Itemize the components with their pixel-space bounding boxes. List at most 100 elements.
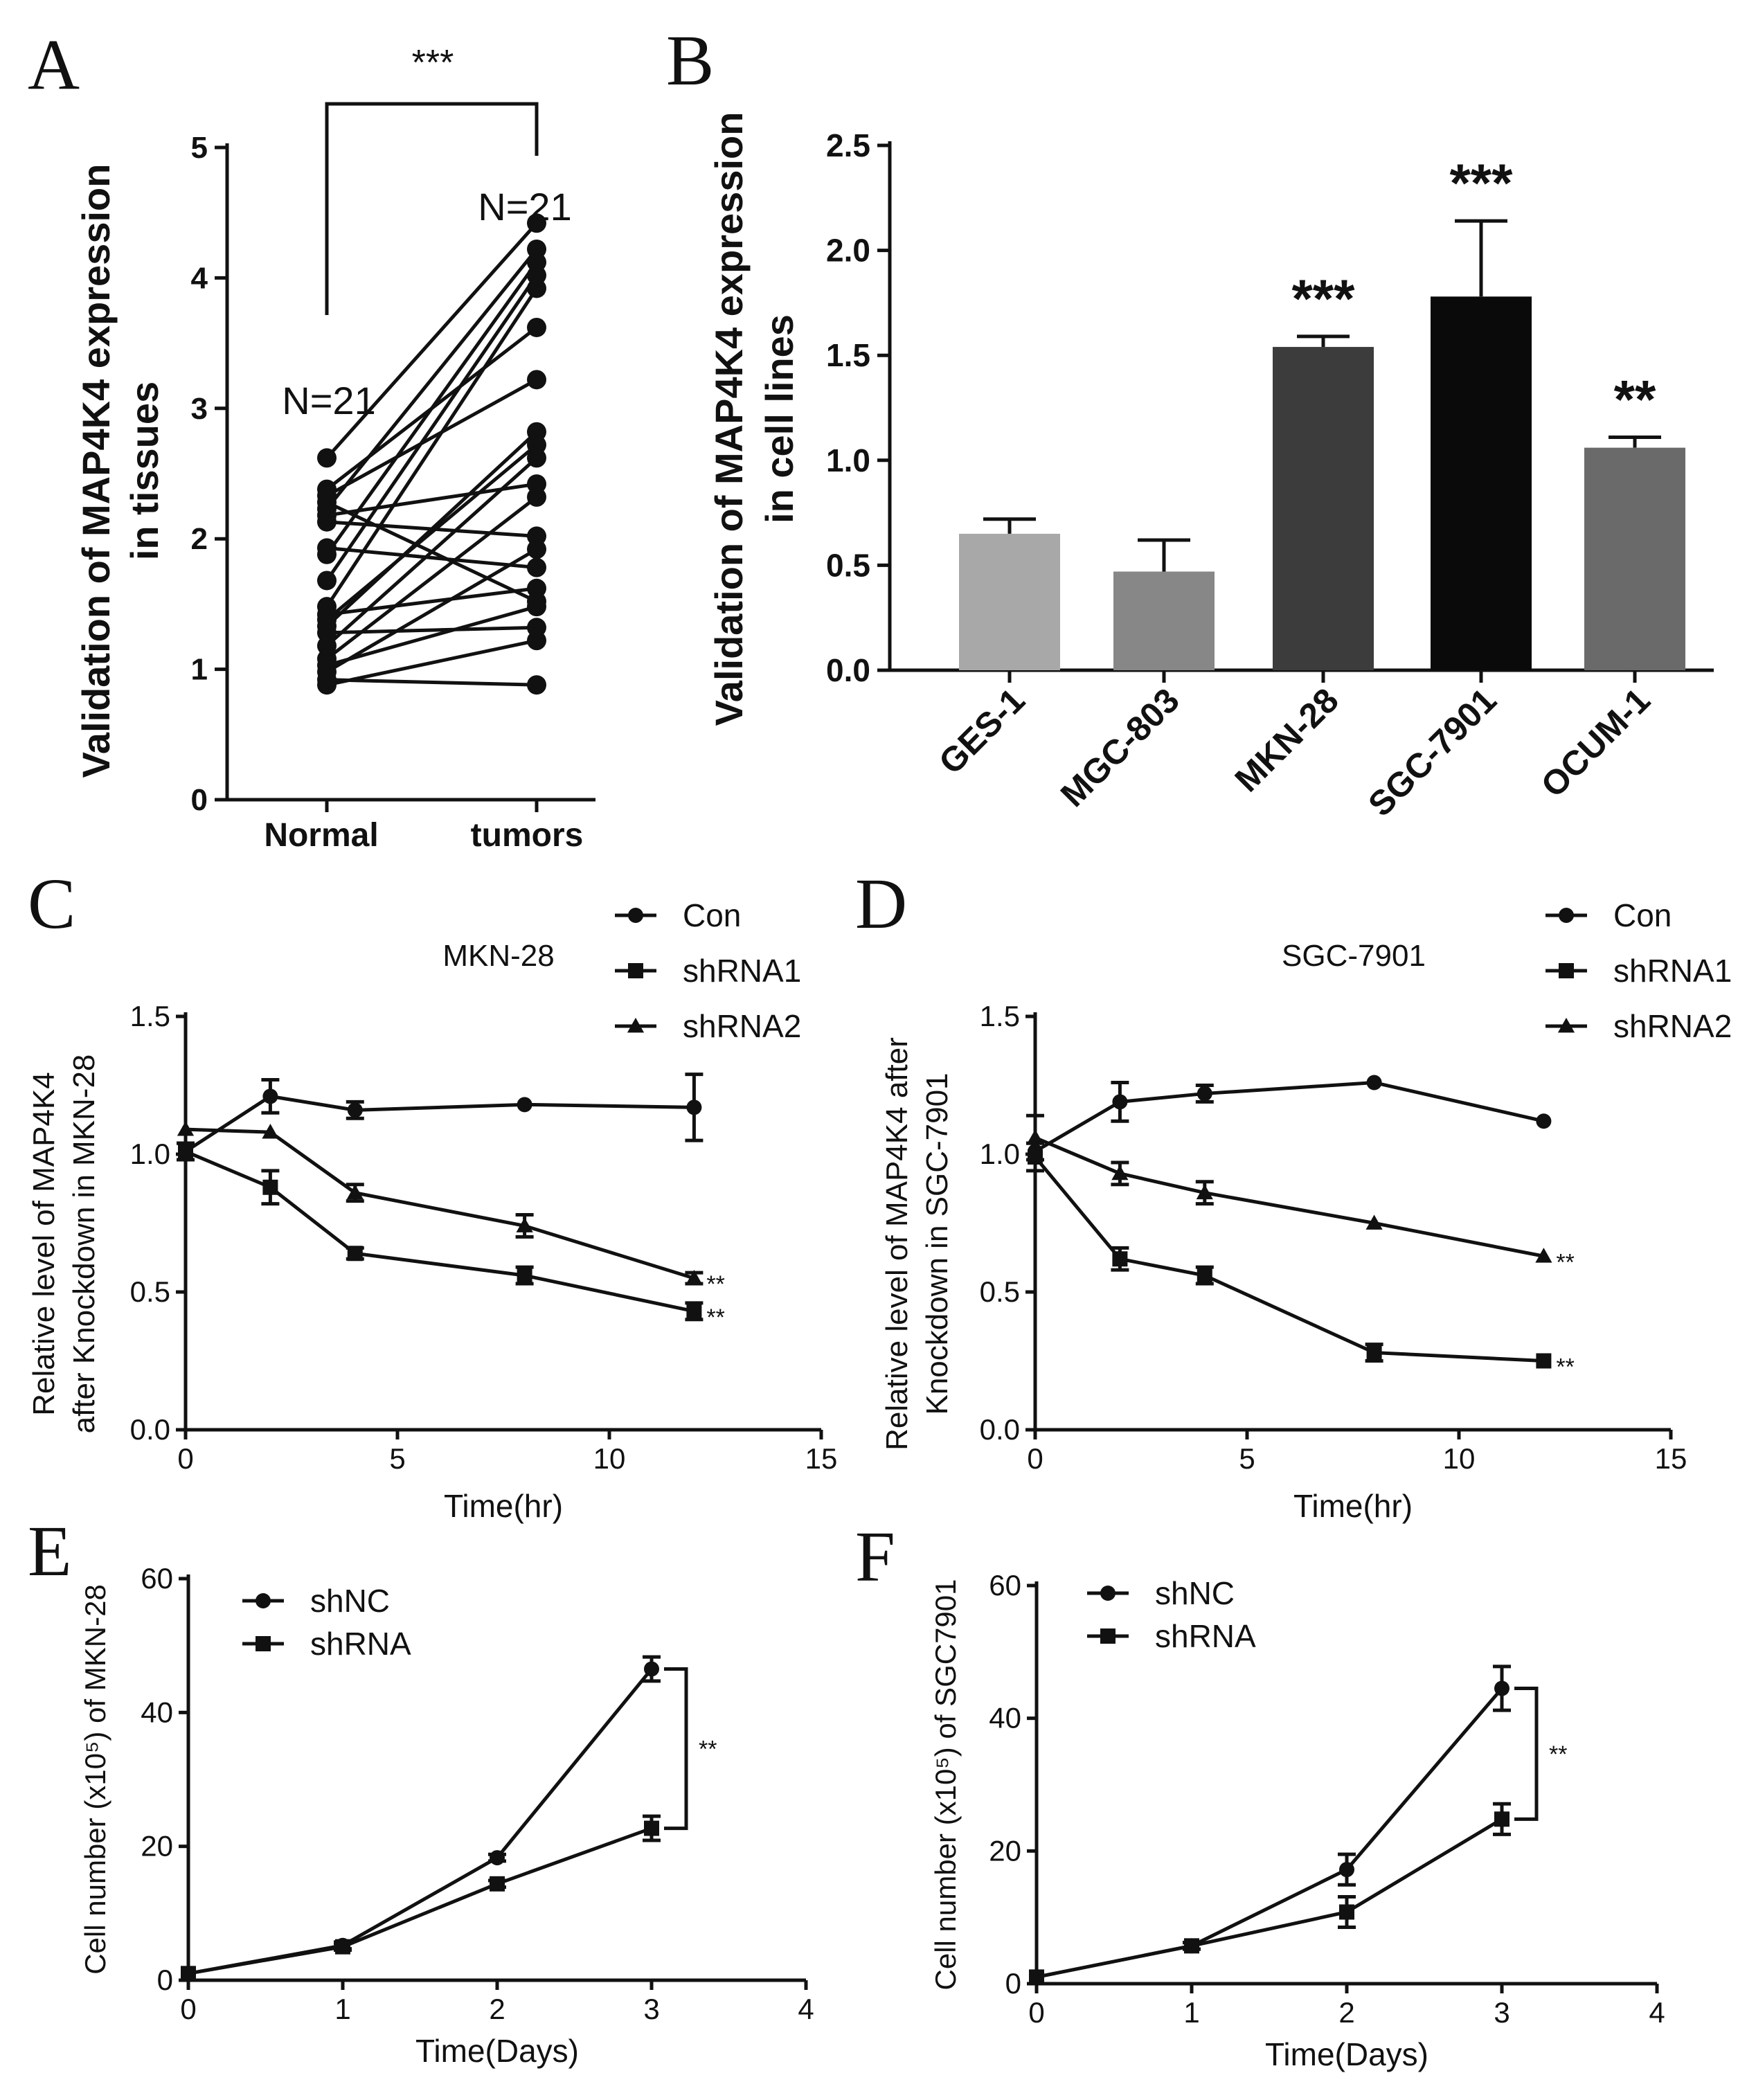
x-tick-label: 10 (1443, 1442, 1476, 1475)
x-tick-label: 4 (1649, 1996, 1665, 2029)
tumor-point (527, 526, 546, 546)
normal-point (317, 479, 337, 499)
point-con (347, 1102, 363, 1118)
significance-label: ** (1556, 1354, 1574, 1381)
y-axis-label: Cell number (x10⁵) of MKN-28 (79, 1584, 111, 1975)
legend-marker-shnc (1100, 1586, 1116, 1601)
legend-label-shnc: shNC (310, 1583, 390, 1619)
y-tick-label: 60 (989, 1569, 1021, 1601)
panel-a: A 0 1 2 3 4 5 Normal tumors Validation of MAP4K4 … (28, 25, 595, 854)
point-con (262, 1088, 278, 1104)
y-tick-label: 20 (141, 1830, 173, 1863)
y-tick-label: 0.0 (980, 1413, 1020, 1446)
x-axis-label: Time(Days) (1265, 2036, 1428, 2072)
panel-label: A (28, 25, 80, 105)
point-shrna2 (262, 1124, 279, 1139)
y-tick-label: 1.5 (130, 1000, 170, 1032)
x-tick-label: 2 (489, 1993, 505, 2025)
legend-marker-shrna1 (1559, 963, 1574, 978)
y-axis-label: Validation of MAP4K4 expression (707, 112, 751, 726)
y-tick-label: 0 (1005, 1967, 1021, 2000)
x-tick-label: GES-1 (931, 681, 1032, 782)
panel-b: B Validation of MAP4K4 expression in cell … (666, 21, 1714, 824)
subtitle: SGC-7901 (1282, 939, 1426, 973)
x-tick-label: MKN-28 (1228, 681, 1346, 799)
panel-label: D (855, 864, 907, 944)
paired-line (326, 546, 537, 570)
legend-label-shrna1: shRNA1 (1613, 953, 1732, 989)
bar-mkn-28 (1273, 347, 1374, 670)
x-tick-label: 5 (1239, 1442, 1255, 1475)
bar-mgc-803 (1113, 571, 1215, 670)
bar-ges-1 (959, 533, 1060, 670)
significance-label: ** (706, 1304, 724, 1331)
bar-ocum-1 (1584, 447, 1685, 670)
point-shnc (490, 1850, 505, 1866)
significance-label: ** (706, 1271, 724, 1298)
tumor-point (527, 557, 546, 577)
paired-line (325, 222, 538, 460)
point-shrna1 (1536, 1353, 1552, 1369)
point-shrna2 (1196, 1184, 1213, 1200)
y-tick-label: 40 (989, 1702, 1021, 1734)
y-tick-label: 1.0 (130, 1138, 170, 1170)
point-shrna1 (1366, 1345, 1382, 1361)
tumor-point (527, 474, 546, 494)
legend-label-shrna1: shRNA1 (683, 953, 801, 989)
legend-label-shrna: shRNA (310, 1626, 411, 1662)
x-tick-label: SGC-7901 (1361, 681, 1504, 824)
x-tick-label: 4 (798, 1993, 814, 2025)
x-tick-label: 0 (177, 1442, 193, 1475)
significance-label: ** (699, 1736, 717, 1763)
x-tick-label: 0 (1027, 1442, 1043, 1475)
x-tick-label: 3 (1494, 1996, 1509, 2029)
point-shrna (1339, 1904, 1354, 1920)
y-tick-label: 2 (191, 522, 208, 556)
point-con (517, 1097, 532, 1113)
legend-label-shnc: shNC (1155, 1575, 1235, 1611)
significance-label: ** (1556, 1249, 1574, 1275)
x-tick-label: 15 (805, 1442, 838, 1475)
legend-marker-shrna (256, 1636, 271, 1651)
significance-label: *** (1291, 268, 1355, 329)
paired-line (325, 326, 538, 491)
y-tick-label: 0.5 (980, 1275, 1020, 1308)
series-line-shrna1 (185, 1149, 695, 1313)
n-label-tumors: N=21 (478, 185, 571, 228)
subtitle: MKN-28 (442, 939, 554, 973)
y-axis-label: after Knockdown in MKN-28 (67, 1055, 101, 1434)
point-shnc (1339, 1862, 1354, 1878)
point-con (1536, 1113, 1552, 1129)
y-axis-label: Knockdown in SGC-7901 (920, 1073, 954, 1415)
x-tick-label: 2 (1338, 1996, 1354, 2029)
paired-line (326, 520, 537, 538)
y-tick-label: 2.0 (826, 233, 870, 269)
point-shnc (1494, 1680, 1509, 1696)
y-axis-label: Relative level of MAP4K4 after (880, 1037, 914, 1451)
point-shrna (335, 1939, 350, 1955)
point-shnc (644, 1661, 659, 1677)
point-shrna2 (346, 1184, 364, 1200)
series-line-shrna (1036, 1818, 1503, 1979)
point-shrna1 (1197, 1268, 1212, 1284)
panel-e: E 0 20 40 60 0 1 2 3 4 Time(Days) Cell number (x10⁵… (28, 1511, 814, 2069)
point-shrna2 (516, 1217, 533, 1232)
point-shrna2 (1365, 1214, 1383, 1230)
significance-bracket (325, 102, 539, 315)
panel-label: F (855, 1517, 895, 1597)
y-axis-label: in cell lines (758, 314, 801, 523)
point-shrna (490, 1876, 505, 1892)
tumor-point (527, 239, 546, 259)
tumor-point (527, 675, 546, 695)
significance-label: *** (1449, 152, 1513, 213)
y-tick-label: 1 (191, 653, 208, 687)
y-axis-label: in tissues (123, 382, 166, 560)
significance-label: *** (412, 43, 454, 83)
y-axis-label: Cell number (x10⁵) of SGC7901 (929, 1579, 962, 1990)
x-tick-label: MGC-803 (1053, 681, 1187, 814)
point-shrna (644, 1820, 659, 1836)
point-con (1366, 1075, 1382, 1091)
point-shrna1 (347, 1246, 363, 1262)
tumor-point (527, 213, 546, 233)
point-shrna1 (1112, 1251, 1128, 1267)
